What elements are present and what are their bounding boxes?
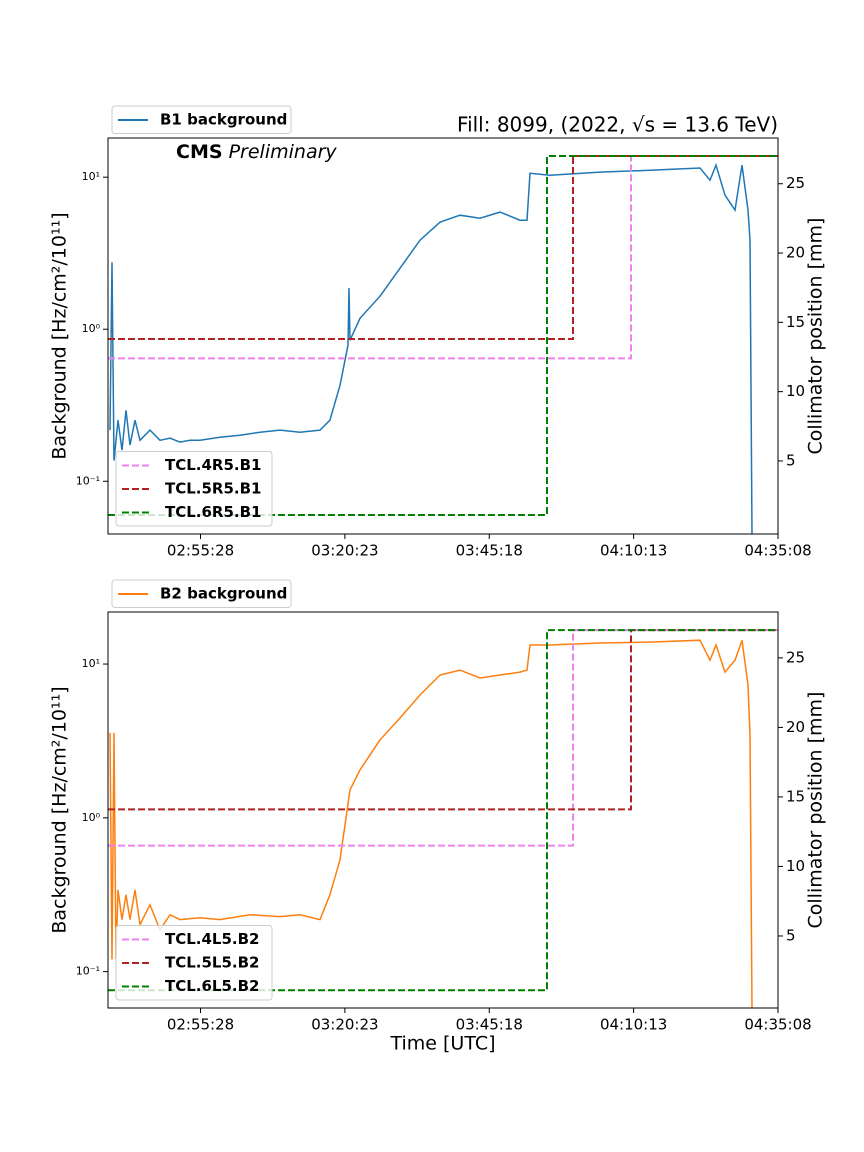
y-tick-label: 10¹ (82, 170, 100, 183)
y2-tick-label: 25 (786, 174, 805, 192)
x-axis-label: Time [UTC] (389, 1033, 495, 1055)
background-line (109, 162, 753, 534)
y-tick-label: 10¹ (82, 657, 100, 670)
plot-frame (107, 611, 779, 1009)
x-tick-label: 02:55:28 (167, 1016, 234, 1034)
y-tick-label: 10⁰ (82, 322, 101, 335)
annotation-preliminary: Preliminary (229, 141, 338, 163)
x-tick-label: 03:20:23 (311, 542, 378, 560)
legend-label: TCL.4R5.B1 (165, 456, 262, 474)
background-line (109, 639, 753, 1008)
chart-title: Fill: 8099, (2022, √s = 13.6 TeV) (457, 113, 778, 137)
y2-axis-label: Collimator position [mm] (805, 218, 827, 455)
x-tick-label: 02:55:28 (167, 542, 234, 560)
legend-frame (111, 579, 292, 608)
legend-label: TCL.6R5.B1 (165, 503, 262, 521)
x-tick-label: 04:10:13 (600, 1016, 667, 1034)
legend-label: B2 background (160, 585, 287, 603)
collimator-line (108, 155, 778, 340)
x-tick-label: 04:35:08 (744, 542, 811, 560)
y2-tick-label: 5 (786, 451, 796, 469)
collimator-line (108, 629, 778, 992)
collimator-line (108, 629, 778, 847)
x-tick-label: 04:10:13 (600, 542, 667, 560)
legend-frame (115, 925, 273, 1001)
legend-label: TCL.4L5.B2 (165, 930, 260, 948)
annotation: CMS Preliminary (176, 141, 337, 163)
y2-tick-label: 25 (786, 648, 805, 666)
y-axis-label: Background [Hz/cm²/10¹¹] (49, 212, 71, 459)
y-axis-label: Background [Hz/cm²/10¹¹] (49, 686, 71, 933)
y2-tick-label: 15 (786, 787, 805, 805)
legend-frame (115, 451, 273, 527)
y2-tick-label: 10 (786, 382, 805, 400)
y2-tick-label: 5 (786, 926, 796, 944)
y-tick-label: 10⁰ (82, 811, 101, 824)
plot-area (108, 629, 778, 1008)
legend-label: TCL.5R5.B1 (165, 480, 262, 498)
y2-tick-label: 20 (786, 244, 805, 262)
x-tick-label: 04:35:08 (744, 1016, 811, 1034)
annotation-cms: CMS (176, 141, 223, 163)
plot-area (108, 155, 778, 534)
x-tick-label: 03:20:23 (311, 1016, 378, 1034)
plot-frame (107, 137, 779, 535)
collimator-line (108, 629, 778, 811)
legend-label: TCL.5L5.B2 (165, 954, 260, 972)
legend-label: TCL.6L5.B2 (165, 977, 260, 995)
legend-label: B1 background (160, 111, 287, 129)
collimator-line (108, 155, 778, 516)
y-tick-label: 10⁻¹ (76, 474, 100, 487)
legend-frame (111, 105, 292, 134)
x-tick-label: 03:45:18 (456, 1016, 523, 1034)
y2-tick-label: 10 (786, 857, 805, 875)
y-tick-label: 10⁻¹ (76, 965, 100, 978)
y2-tick-label: 15 (786, 313, 805, 331)
y2-tick-label: 20 (786, 718, 805, 736)
collimator-line (108, 155, 778, 360)
x-tick-label: 03:45:18 (456, 542, 523, 560)
y2-axis-label: Collimator position [mm] (805, 692, 827, 929)
